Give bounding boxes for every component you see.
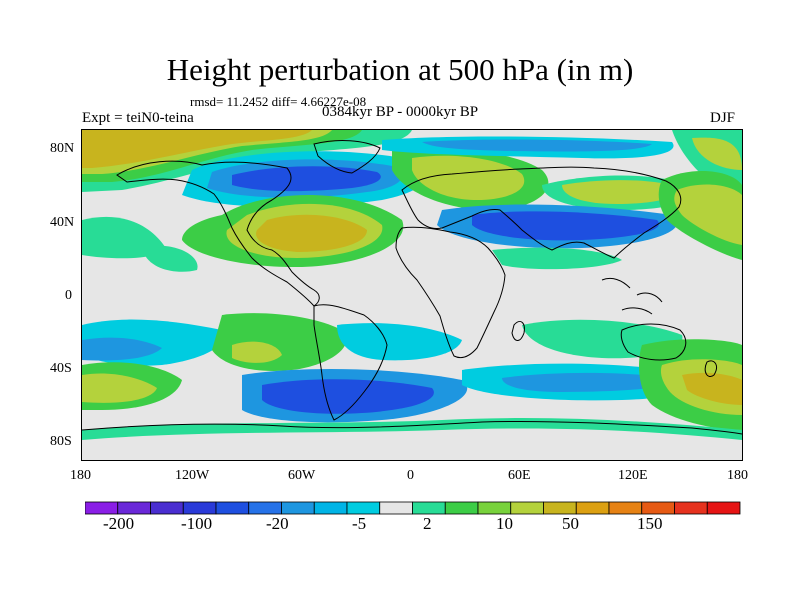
lon-label-60e: 60E: [508, 468, 531, 483]
colorbar-box: [313, 501, 348, 515]
colorbar-box: [346, 501, 381, 515]
northern-anomalies: [82, 130, 742, 200]
colorbar-box: [608, 501, 643, 515]
colorbar-label-2: 2: [423, 514, 432, 533]
colorbar-label-50: 50: [562, 514, 579, 533]
colorbar: -200 -100 -20 -5 2 10 50 150: [84, 500, 745, 555]
lon-label-0: 0: [407, 468, 414, 483]
colorbar-box: [248, 501, 282, 515]
experiment-label: Expt = teiN0-teina: [82, 110, 194, 126]
lon-label-120e: 120E: [618, 468, 648, 483]
colorbar-box: [412, 501, 446, 515]
colorbar-label-neg5: -5: [352, 514, 367, 533]
colorbar-box: [543, 501, 577, 515]
map-title: Height perturbation at 500 hPa (in m): [166, 52, 634, 87]
lat-label-eq: 0: [65, 288, 72, 303]
colorbar-box: [182, 501, 217, 515]
contour-map: [81, 129, 743, 461]
lat-label-80s: 80S: [50, 434, 72, 449]
season-label: DJF: [710, 110, 736, 126]
atlantic-anomalies: [82, 151, 429, 272]
lat-label-40s: 40S: [50, 361, 72, 376]
colorbar-label-10: 10: [496, 514, 513, 533]
colorbar-label-neg100: -100: [181, 514, 213, 533]
southern-anomalies: [82, 313, 742, 460]
coastlines: [82, 140, 742, 435]
colorbar-box: [706, 501, 741, 515]
contour-field: [82, 130, 742, 460]
colorbar-boxes: [84, 501, 741, 515]
colorbar-label-neg200: -200: [103, 514, 135, 533]
lon-label-180e: 180: [727, 468, 748, 483]
lat-label-40n: 40N: [50, 215, 75, 230]
stats-label: rmsd= 11.2452 diff= 4.66227e-08: [190, 94, 367, 109]
colorbar-box: [117, 501, 151, 515]
colorbar-box: [379, 501, 413, 515]
lon-label-180w: 180: [70, 468, 91, 483]
colorbar-box: [84, 501, 119, 515]
lon-label-120w: 120W: [175, 468, 210, 483]
colorbar-svg: [84, 501, 741, 515]
colorbar-box: [641, 501, 675, 515]
colorbar-label-neg20: -20: [266, 514, 289, 533]
colorbar-box: [444, 501, 479, 515]
colorbar-box: [674, 501, 708, 515]
period-label: 0384kyr BP - 0000kyr BP: [322, 104, 479, 120]
colorbar-box: [281, 501, 315, 515]
colorbar-box: [510, 501, 544, 515]
colorbar-box: [150, 501, 184, 515]
colorbar-box: [215, 501, 250, 515]
lon-label-60w: 60W: [288, 468, 316, 483]
lat-label-80n: 80N: [50, 141, 75, 156]
colorbar-box: [477, 501, 512, 515]
colorbar-box: [575, 501, 610, 515]
colorbar-label-150: 150: [637, 514, 663, 533]
